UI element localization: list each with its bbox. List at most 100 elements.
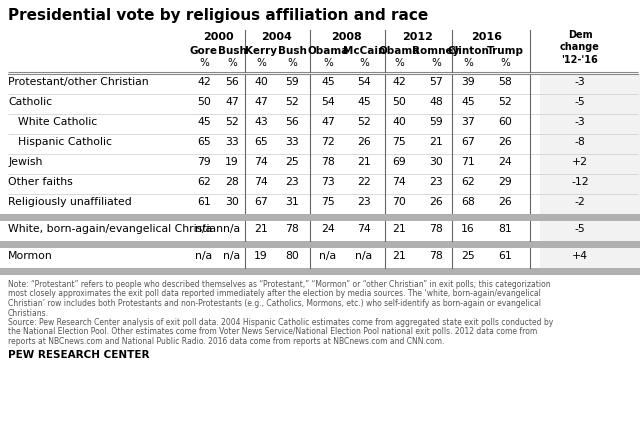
Text: 62: 62 (461, 177, 475, 187)
Text: 19: 19 (225, 157, 239, 167)
Text: 45: 45 (197, 117, 211, 127)
Text: Presidential vote by religious affiliation and race: Presidential vote by religious affiliati… (8, 8, 428, 23)
Text: 72: 72 (321, 137, 335, 147)
Text: 2016: 2016 (471, 32, 502, 42)
Text: 78: 78 (321, 157, 335, 167)
Text: 62: 62 (197, 177, 211, 187)
Text: 50: 50 (392, 97, 406, 107)
Text: Gore: Gore (190, 46, 218, 56)
Text: 78: 78 (429, 251, 443, 261)
Text: 42: 42 (197, 77, 211, 87)
Text: 80: 80 (285, 251, 299, 261)
Text: 78: 78 (429, 224, 443, 234)
Text: 74: 74 (392, 177, 406, 187)
Text: 29: 29 (498, 177, 512, 187)
Text: 52: 52 (285, 97, 299, 107)
Text: Romney: Romney (412, 46, 460, 56)
Text: 61: 61 (197, 197, 211, 207)
Text: 67: 67 (254, 197, 268, 207)
Text: +2: +2 (572, 157, 588, 167)
Text: 75: 75 (392, 137, 406, 147)
Text: 21: 21 (429, 137, 443, 147)
Text: 24: 24 (321, 224, 335, 234)
Text: 59: 59 (429, 117, 443, 127)
Text: 52: 52 (225, 117, 239, 127)
Text: 48: 48 (429, 97, 443, 107)
Text: Hispanic Catholic: Hispanic Catholic (18, 137, 112, 147)
Text: 61: 61 (498, 251, 512, 261)
Text: 47: 47 (321, 117, 335, 127)
Text: 47: 47 (225, 97, 239, 107)
Text: 22: 22 (357, 177, 371, 187)
Text: %: % (500, 58, 510, 68)
Text: Dem
change
'12-'16: Dem change '12-'16 (560, 30, 600, 65)
Text: 2008: 2008 (331, 32, 362, 42)
Text: 67: 67 (461, 137, 475, 147)
Text: -3: -3 (575, 77, 586, 87)
Text: 75: 75 (321, 197, 335, 207)
Text: most closely approximates the exit poll data reported immediately after the elec: most closely approximates the exit poll … (8, 289, 541, 298)
Text: 30: 30 (429, 157, 443, 167)
Text: n/a: n/a (319, 251, 337, 261)
Text: 2004: 2004 (261, 32, 292, 42)
Text: 58: 58 (498, 77, 512, 87)
Text: 56: 56 (225, 77, 239, 87)
Text: %: % (359, 58, 369, 68)
Text: PEW RESEARCH CENTER: PEW RESEARCH CENTER (8, 351, 150, 360)
Text: 2012: 2012 (402, 32, 433, 42)
Text: 47: 47 (254, 97, 268, 107)
Text: Clinton: Clinton (447, 46, 489, 56)
Text: 65: 65 (254, 137, 268, 147)
Text: 30: 30 (225, 197, 239, 207)
Text: 21: 21 (392, 224, 406, 234)
Text: %: % (227, 58, 237, 68)
Bar (0, 241, 640, 248)
Text: n/a: n/a (195, 224, 212, 234)
Text: Other faiths: Other faiths (8, 177, 73, 187)
Text: %: % (323, 58, 333, 68)
Text: Obama: Obama (378, 46, 420, 56)
Text: 23: 23 (357, 197, 371, 207)
Text: 74: 74 (254, 177, 268, 187)
Text: 54: 54 (357, 77, 371, 87)
Text: n/a: n/a (223, 251, 241, 261)
Text: %: % (287, 58, 297, 68)
Text: 40: 40 (254, 77, 268, 87)
Text: n/a: n/a (195, 251, 212, 261)
Text: -12: -12 (571, 177, 589, 187)
Text: 52: 52 (357, 117, 371, 127)
Text: -5: -5 (575, 224, 586, 234)
Text: White, born-again/evangelical Christian: White, born-again/evangelical Christian (8, 224, 223, 234)
Text: 69: 69 (392, 157, 406, 167)
Text: 21: 21 (392, 251, 406, 261)
Text: the National Election Pool. Other estimates come from Voter News Service/Nationa: the National Election Pool. Other estima… (8, 328, 537, 337)
Text: White Catholic: White Catholic (18, 117, 97, 127)
Text: +4: +4 (572, 251, 588, 261)
Text: 26: 26 (498, 197, 512, 207)
Text: %: % (463, 58, 473, 68)
Text: 28: 28 (225, 177, 239, 187)
Text: 74: 74 (357, 224, 371, 234)
Text: Source: Pew Research Center analysis of exit poll data. 2004 Hispanic Catholic e: Source: Pew Research Center analysis of … (8, 318, 553, 327)
Text: 43: 43 (254, 117, 268, 127)
Text: 19: 19 (254, 251, 268, 261)
Text: 26: 26 (357, 137, 371, 147)
Text: 71: 71 (461, 157, 475, 167)
Text: Obama: Obama (307, 46, 349, 56)
Text: 74: 74 (254, 157, 268, 167)
Text: 39: 39 (461, 77, 475, 87)
Bar (540, 74, 640, 268)
Text: 45: 45 (357, 97, 371, 107)
Text: Jewish: Jewish (8, 157, 42, 167)
Text: 73: 73 (321, 177, 335, 187)
Text: 23: 23 (285, 177, 299, 187)
Text: 25: 25 (461, 251, 475, 261)
Bar (0, 268, 640, 275)
Text: 21: 21 (357, 157, 371, 167)
Text: Catholic: Catholic (8, 97, 52, 107)
Text: 70: 70 (392, 197, 406, 207)
Text: 2000: 2000 (203, 32, 234, 42)
Text: -5: -5 (575, 97, 586, 107)
Text: 60: 60 (498, 117, 512, 127)
Text: n/a: n/a (223, 224, 241, 234)
